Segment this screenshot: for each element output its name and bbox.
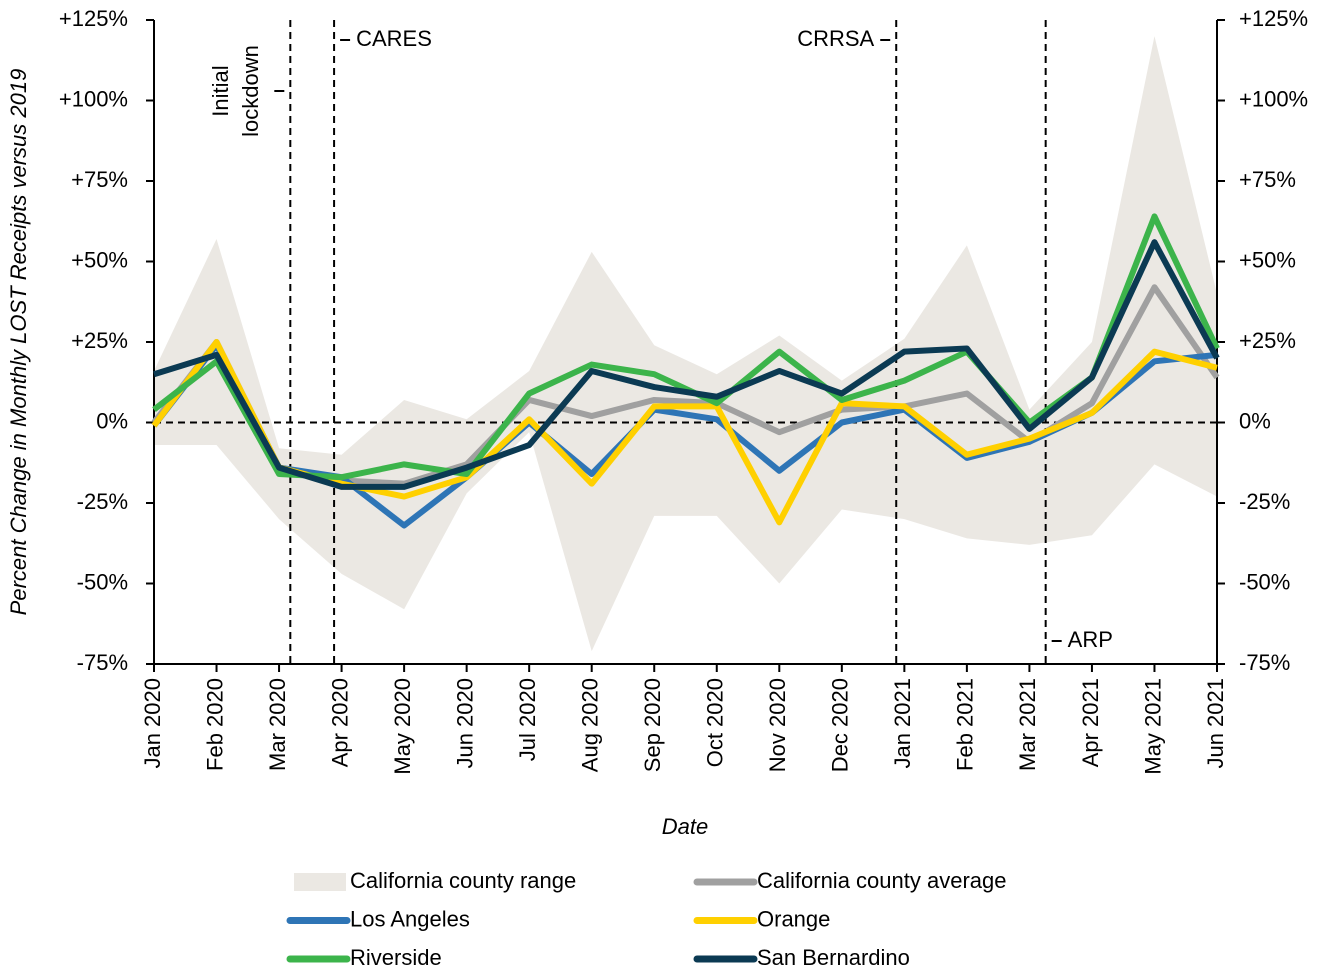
y-tick-label: +75%: [71, 167, 128, 192]
x-tick-label: Feb 2020: [202, 678, 227, 771]
y-tick-label: +25%: [71, 328, 128, 353]
y-tick-label: -75%: [77, 650, 128, 675]
range-band: [154, 36, 1217, 652]
x-axis-title: Date: [662, 814, 708, 839]
x-tick-label: Jan 2021: [890, 678, 915, 769]
event-label: CRRSA: [797, 26, 874, 51]
series-line: [153, 239, 1220, 490]
y2-tick-label: -50%: [1239, 569, 1290, 594]
x-tick-label: Nov 2020: [765, 678, 790, 772]
y-axis-title: Percent Change in Monthly LOST Receipts …: [6, 69, 31, 616]
x-tick-label: May 2021: [1140, 678, 1165, 775]
series-line: [152, 213, 1220, 481]
y-tick-label: -50%: [77, 569, 128, 594]
y-tick-label: +50%: [71, 247, 128, 272]
legend-label: Orange: [757, 906, 830, 931]
x-tick-label: Aug 2020: [578, 678, 603, 772]
x-tick-label: Dec 2020: [828, 678, 853, 772]
x-tick-label: Jun 2021: [1203, 678, 1228, 769]
legend-swatch: [294, 873, 346, 891]
x-tick-label: Apr 2021: [1078, 678, 1103, 767]
y-tick-label: -25%: [77, 489, 128, 514]
x-tick-label: Mar 2021: [1015, 678, 1040, 771]
y2-tick-label: -75%: [1239, 650, 1290, 675]
legend-label: California county average: [757, 868, 1006, 893]
x-tick-label: Oct 2020: [703, 678, 728, 767]
legend-label: Los Angeles: [350, 906, 470, 931]
event-label: lockdown: [238, 45, 263, 137]
x-tick-label: May 2020: [390, 678, 415, 775]
x-tick-label: Feb 2021: [953, 678, 978, 771]
event-label: ARP: [1068, 627, 1113, 652]
event-label: Initial: [208, 65, 233, 116]
y2-tick-label: +75%: [1239, 167, 1296, 192]
y2-tick-label: +125%: [1239, 6, 1308, 31]
x-tick-label: Apr 2020: [327, 678, 352, 767]
y2-tick-label: +50%: [1239, 247, 1296, 272]
y2-tick-label: -25%: [1239, 489, 1290, 514]
x-tick-label: Jul 2020: [515, 678, 540, 761]
y2-tick-label: 0%: [1239, 408, 1271, 433]
y2-tick-label: +25%: [1239, 328, 1296, 353]
y-tick-label: 0%: [96, 408, 128, 433]
y-tick-label: +125%: [59, 6, 128, 31]
event-label: CARES: [356, 26, 432, 51]
legend-label: California county range: [350, 868, 576, 893]
x-tick-label: Mar 2020: [265, 678, 290, 771]
y-tick-label: +100%: [59, 86, 128, 111]
legend-label: Riverside: [350, 945, 442, 970]
legend-label: San Bernardino: [757, 945, 910, 970]
x-tick-label: Sep 2020: [640, 678, 665, 772]
y2-tick-label: +100%: [1239, 86, 1308, 111]
x-tick-label: Jan 2020: [140, 678, 165, 769]
x-tick-label: Jun 2020: [452, 678, 477, 769]
